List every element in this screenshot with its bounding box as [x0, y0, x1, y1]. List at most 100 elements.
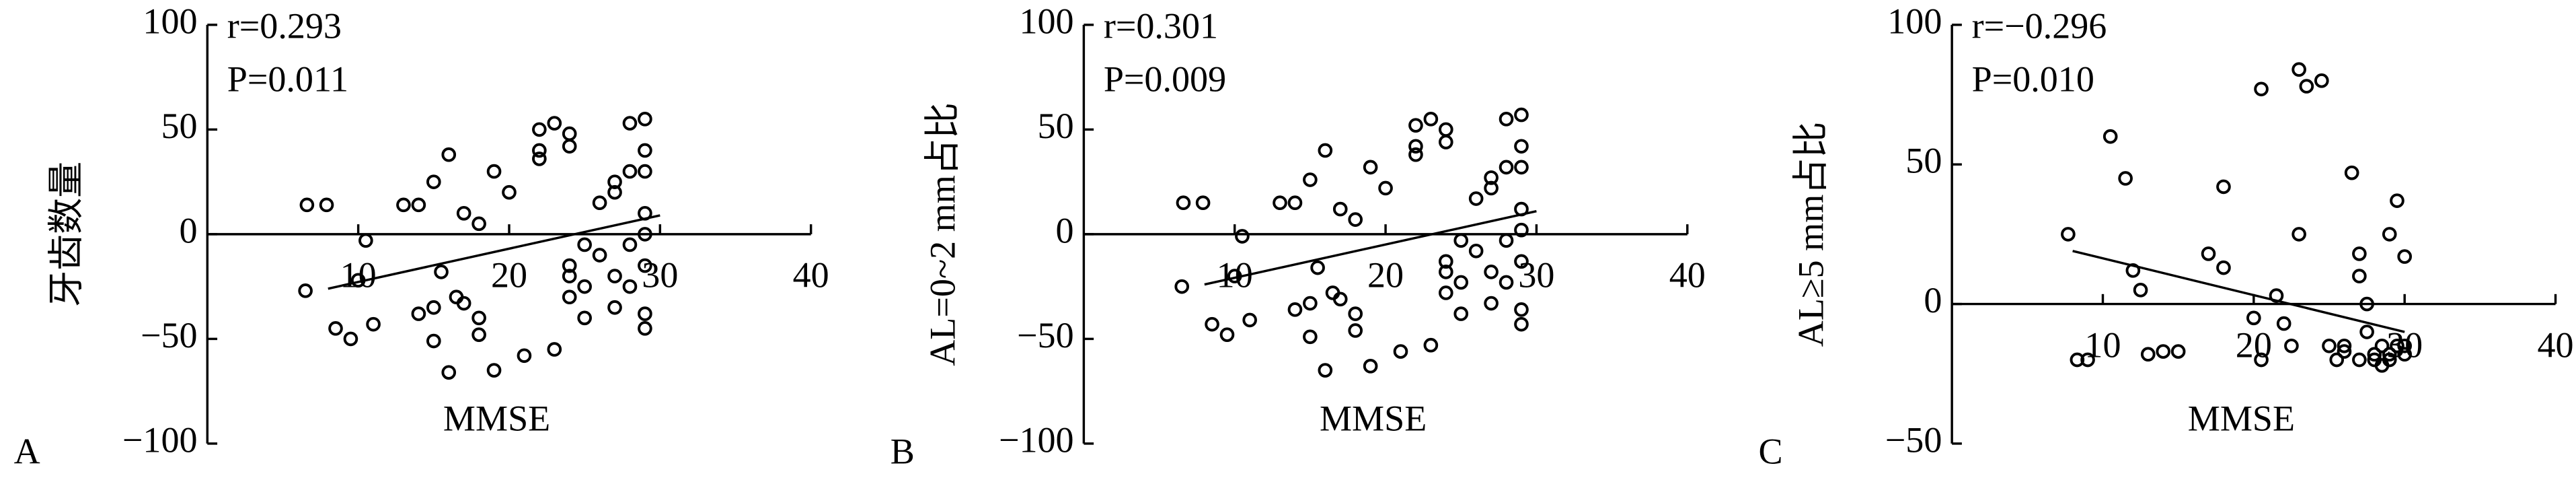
point — [547, 342, 562, 357]
point — [1332, 292, 1348, 307]
point — [622, 164, 638, 179]
point — [2156, 344, 2171, 359]
fit-line — [328, 214, 660, 290]
point — [1242, 312, 1257, 328]
point — [1287, 302, 1303, 317]
y-tick-label: −50 — [1017, 315, 1074, 355]
annotation: P=0.010 — [1972, 59, 2094, 99]
point — [426, 300, 441, 315]
point — [1438, 285, 1453, 300]
point — [471, 310, 486, 326]
point — [1499, 233, 1514, 248]
point — [547, 116, 562, 131]
point — [1332, 201, 1348, 217]
point — [2216, 260, 2231, 275]
point — [319, 197, 334, 213]
x-tick-label: 40 — [793, 255, 829, 296]
y-tick-label: −100 — [122, 419, 198, 460]
annotation: r=−0.296 — [1972, 6, 2107, 46]
point — [1348, 323, 1363, 338]
point — [1423, 337, 1439, 353]
point — [1438, 265, 1453, 279]
point — [1453, 233, 1469, 248]
point — [532, 143, 547, 158]
point — [622, 116, 638, 131]
y-axis-label: AL≥5 mm占比 — [1790, 122, 1831, 347]
point — [2390, 193, 2404, 208]
point — [1484, 296, 1499, 311]
point — [1499, 160, 1514, 175]
point — [562, 258, 577, 273]
point — [577, 237, 592, 252]
point — [638, 258, 652, 273]
point — [1514, 302, 1529, 317]
point — [638, 321, 652, 336]
point — [441, 365, 457, 380]
point — [456, 296, 471, 311]
point — [2352, 246, 2367, 261]
point — [1318, 363, 1333, 378]
y-tick-label: 100 — [1887, 1, 1942, 41]
point — [471, 216, 486, 232]
x-tick-label: 10 — [2084, 324, 2121, 365]
point — [592, 248, 607, 263]
point — [2291, 227, 2306, 242]
point — [411, 306, 426, 321]
point — [471, 327, 486, 343]
point — [638, 306, 652, 321]
point — [2397, 249, 2413, 264]
point — [426, 174, 441, 189]
point — [1393, 344, 1408, 359]
point — [2284, 338, 2299, 353]
y-tick-label: 0 — [179, 210, 197, 250]
x-tick-label: 40 — [2537, 324, 2573, 365]
point — [2344, 165, 2359, 180]
point — [298, 283, 313, 298]
point — [1423, 112, 1439, 127]
point — [2367, 347, 2382, 362]
point — [1348, 306, 1363, 321]
panel-label: A — [14, 432, 40, 472]
y-tick-label: −100 — [999, 419, 1074, 460]
point — [486, 363, 502, 378]
point — [366, 316, 381, 332]
point — [328, 321, 343, 336]
point — [1514, 107, 1529, 123]
point — [1484, 180, 1499, 196]
point — [2276, 316, 2291, 331]
point — [607, 174, 622, 189]
point — [607, 300, 622, 315]
point — [486, 164, 502, 179]
point — [1287, 195, 1303, 211]
point — [607, 184, 622, 200]
point — [358, 233, 373, 248]
y-tick-label: 100 — [1019, 1, 1073, 41]
point — [2337, 338, 2352, 353]
y-tick-label: −50 — [141, 315, 198, 355]
point — [577, 279, 592, 294]
point — [1514, 316, 1529, 332]
fit-line — [2072, 250, 2405, 333]
point — [577, 310, 592, 326]
y-tick-label: 50 — [1905, 141, 1942, 181]
panel-label: B — [891, 432, 915, 472]
point — [2322, 338, 2337, 353]
point — [1219, 327, 1235, 343]
x-axis-label: MMSE — [1320, 398, 1427, 438]
point — [2314, 73, 2329, 88]
panel-label: C — [1758, 432, 1782, 472]
point — [2359, 324, 2374, 339]
point — [2254, 352, 2269, 368]
point — [1438, 135, 1453, 149]
point — [2337, 344, 2352, 359]
point — [2382, 352, 2397, 368]
point — [1453, 306, 1469, 321]
x-tick-label: 30 — [1518, 255, 1554, 296]
x-tick-label: 20 — [1367, 255, 1404, 296]
point — [2359, 296, 2374, 312]
point — [1303, 172, 1318, 187]
point — [2170, 344, 2186, 359]
point — [434, 265, 449, 279]
annotation: r=0.293 — [227, 6, 342, 46]
